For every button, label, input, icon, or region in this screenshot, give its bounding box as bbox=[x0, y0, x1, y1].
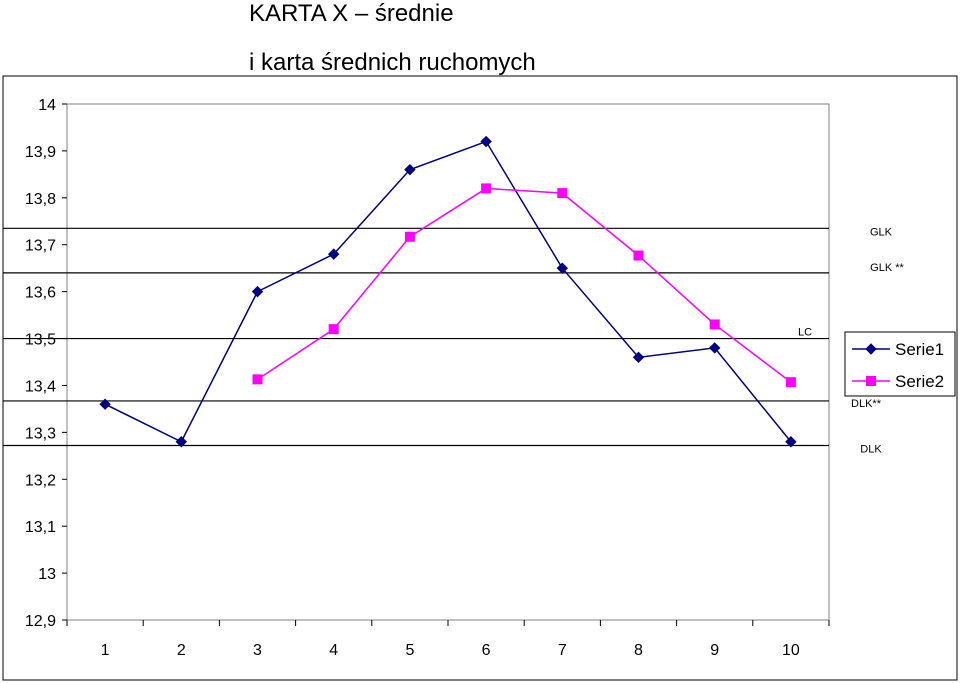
legend-label: Serie2 bbox=[895, 372, 944, 391]
y-tick-label: 13,1 bbox=[25, 519, 56, 536]
series-2-point bbox=[785, 377, 796, 388]
reference-line-label: GLK bbox=[870, 226, 893, 238]
chart-title: KARTA X – średnie bbox=[249, 0, 454, 27]
series-2-point bbox=[557, 188, 568, 199]
reference-line-label: LC bbox=[798, 327, 812, 339]
reference-line-label: DLK bbox=[860, 443, 882, 455]
series-1-point bbox=[175, 436, 188, 448]
legend-marker bbox=[865, 343, 877, 355]
x-tick-label: 9 bbox=[710, 642, 719, 659]
y-tick-label: 13,4 bbox=[25, 378, 56, 395]
series-line-1 bbox=[104, 140, 792, 443]
series-1-point bbox=[708, 342, 721, 354]
y-tick-label: 13,9 bbox=[25, 144, 56, 161]
series-1-point bbox=[251, 285, 264, 298]
legend-label: Serie1 bbox=[895, 340, 944, 359]
x-tick-label: 2 bbox=[177, 642, 186, 659]
series-1-point bbox=[480, 135, 492, 148]
y-tick-label: 13,6 bbox=[25, 285, 56, 302]
x-tick-label: 8 bbox=[634, 642, 643, 659]
plot-area bbox=[66, 103, 830, 621]
x-tick-label: 4 bbox=[329, 642, 338, 659]
series-1-point bbox=[99, 398, 111, 410]
series-1-point bbox=[327, 248, 340, 260]
x-tick-label: 7 bbox=[558, 642, 567, 659]
series-2-point bbox=[709, 319, 720, 330]
y-tick-label: 13,3 bbox=[25, 425, 56, 442]
y-tick-label: 13 bbox=[38, 566, 56, 583]
y-tick-label: 13,2 bbox=[25, 472, 56, 489]
x-tick-label: 5 bbox=[405, 642, 414, 659]
series-2-point bbox=[328, 324, 339, 335]
legend-marker bbox=[866, 376, 876, 386]
y-tick-label: 13,7 bbox=[25, 238, 56, 255]
x-tick-label: 1 bbox=[101, 642, 110, 659]
x-tick-label: 10 bbox=[782, 642, 800, 659]
y-tick-label: 14 bbox=[38, 97, 56, 114]
series-2-point bbox=[252, 374, 263, 385]
chart-border bbox=[2, 75, 958, 681]
y-tick-label: 13,8 bbox=[25, 191, 56, 208]
y-tick-label: 12,9 bbox=[25, 613, 56, 630]
series-2-point bbox=[404, 231, 415, 242]
series-1-point bbox=[785, 436, 797, 448]
series-2-point bbox=[481, 183, 492, 194]
reference-line-label: DLK** bbox=[851, 398, 882, 410]
reference-line-label: GLK ** bbox=[870, 262, 904, 274]
series-line-2 bbox=[257, 187, 792, 383]
series-2-point bbox=[633, 250, 644, 261]
series-1-point bbox=[632, 351, 645, 364]
chart-subtitle: i karta średnich ruchomych bbox=[249, 49, 536, 76]
series-1-point bbox=[556, 262, 569, 274]
series-1-point bbox=[404, 163, 416, 176]
x-tick-label: 3 bbox=[253, 642, 262, 659]
legend-box bbox=[844, 331, 956, 397]
y-tick-label: 13,5 bbox=[25, 332, 56, 349]
x-tick-label: 6 bbox=[482, 642, 491, 659]
